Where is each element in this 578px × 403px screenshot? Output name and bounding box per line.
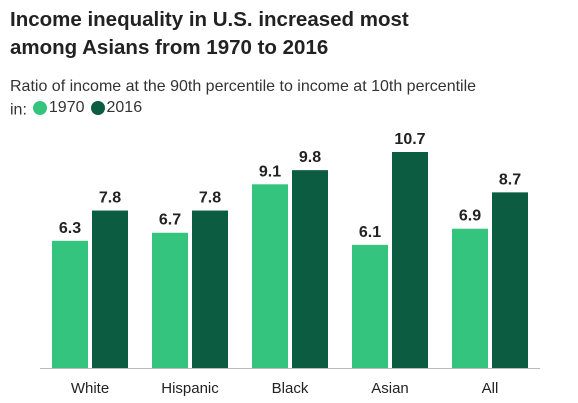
legend-swatch <box>32 100 47 115</box>
legend-item: 1970 <box>32 97 85 118</box>
bar <box>252 184 288 368</box>
x-tick-label: Hispanic <box>161 380 219 397</box>
chart-subtitle: Ratio of income at the 90th percentile t… <box>10 78 477 119</box>
bar <box>492 192 528 368</box>
bar <box>192 210 228 368</box>
value-label: 6.1 <box>359 224 381 241</box>
legend-item: 2016 <box>90 97 143 118</box>
legend: 1970 2016 <box>27 99 142 119</box>
value-label: 6.7 <box>159 212 181 229</box>
value-label: 9.8 <box>299 149 321 166</box>
x-tick-label: White <box>71 380 109 397</box>
header: Income inequality in U.S. increased most… <box>10 6 480 121</box>
bar <box>452 228 488 368</box>
value-label: 10.7 <box>394 131 425 148</box>
x-tick-label: Black <box>272 380 309 397</box>
bar <box>52 240 88 368</box>
value-label: 9.1 <box>259 163 281 180</box>
value-label: 6.3 <box>59 220 81 237</box>
x-tick-label: All <box>482 380 499 397</box>
legend-label: 1970 <box>48 99 85 116</box>
x-tick-label: Asian <box>371 380 409 397</box>
value-label: 7.8 <box>199 190 221 207</box>
bar <box>292 170 328 368</box>
bar <box>92 210 128 368</box>
subtitle-row: Ratio of income at the 90th percentile t… <box>10 76 480 121</box>
value-label: 6.9 <box>459 208 481 225</box>
value-label: 8.7 <box>499 171 521 188</box>
chart-title: Income inequality in U.S. increased most… <box>10 8 409 59</box>
legend-label: 2016 <box>106 99 143 116</box>
bar <box>352 244 388 368</box>
value-label: 7.8 <box>99 190 121 207</box>
bar <box>152 232 188 368</box>
bar <box>392 152 428 368</box>
legend-swatch <box>90 100 105 115</box>
